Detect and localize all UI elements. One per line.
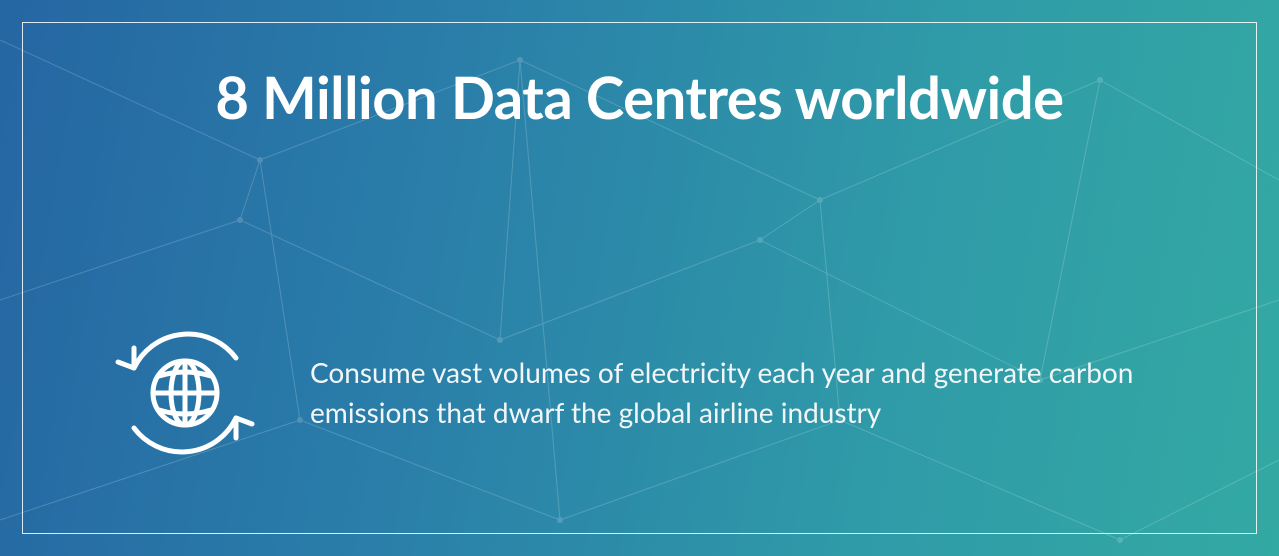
infographic-panel: 8 Million Data Centres worldwide: [0, 0, 1279, 556]
body-row: Consume vast volumes of electricity each…: [110, 318, 1189, 468]
globe-refresh-icon: [110, 318, 260, 468]
headline-text: 8 Million Data Centres worldwide: [0, 62, 1279, 135]
body-text: Consume vast volumes of electricity each…: [310, 353, 1189, 433]
